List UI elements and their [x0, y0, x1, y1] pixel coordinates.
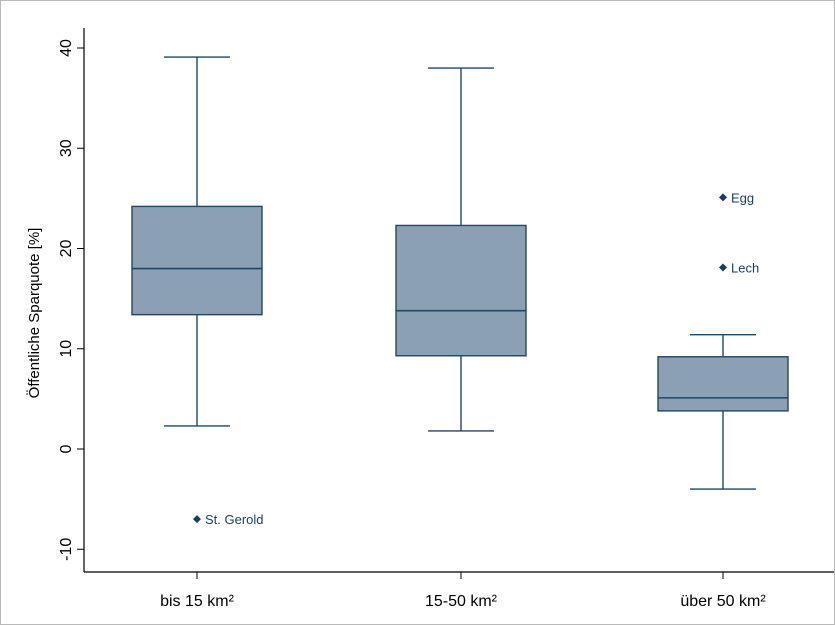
box-group [131, 56, 263, 427]
iqr-box [395, 224, 527, 357]
y-tick-label: 20 [58, 240, 75, 258]
outlier-marker [193, 515, 201, 524]
x-tick-label: 15-50 km² [425, 593, 498, 610]
y-tick-label: 0 [58, 444, 75, 453]
y-axis-title: Öffentliche Sparquote [%] [25, 228, 43, 399]
outlier-marker [719, 263, 727, 272]
outlier-label: Egg [731, 190, 754, 205]
outlier-label: Lech [731, 261, 759, 276]
boxes [131, 56, 789, 490]
outlier-marker [719, 193, 727, 202]
y-tick-label: 30 [58, 139, 75, 157]
outlier-label: St. Gerold [205, 512, 264, 527]
x-tick-label: bis 15 km² [160, 593, 234, 610]
box-group [395, 67, 527, 432]
iqr-box [131, 205, 263, 316]
y-tick-label: 10 [58, 340, 75, 358]
x-tick-label: über 50 km² [680, 593, 766, 610]
y-tick-label: 40 [58, 39, 75, 57]
axes: 40 30 20 10 0 -10 bis 15 km² 15-50 km² über 50 k… [58, 28, 834, 610]
iqr-box [657, 356, 789, 412]
y-tick-label: -10 [58, 538, 75, 561]
box-group [657, 334, 789, 490]
outliers: St. Gerold Egg Lech [193, 190, 759, 527]
